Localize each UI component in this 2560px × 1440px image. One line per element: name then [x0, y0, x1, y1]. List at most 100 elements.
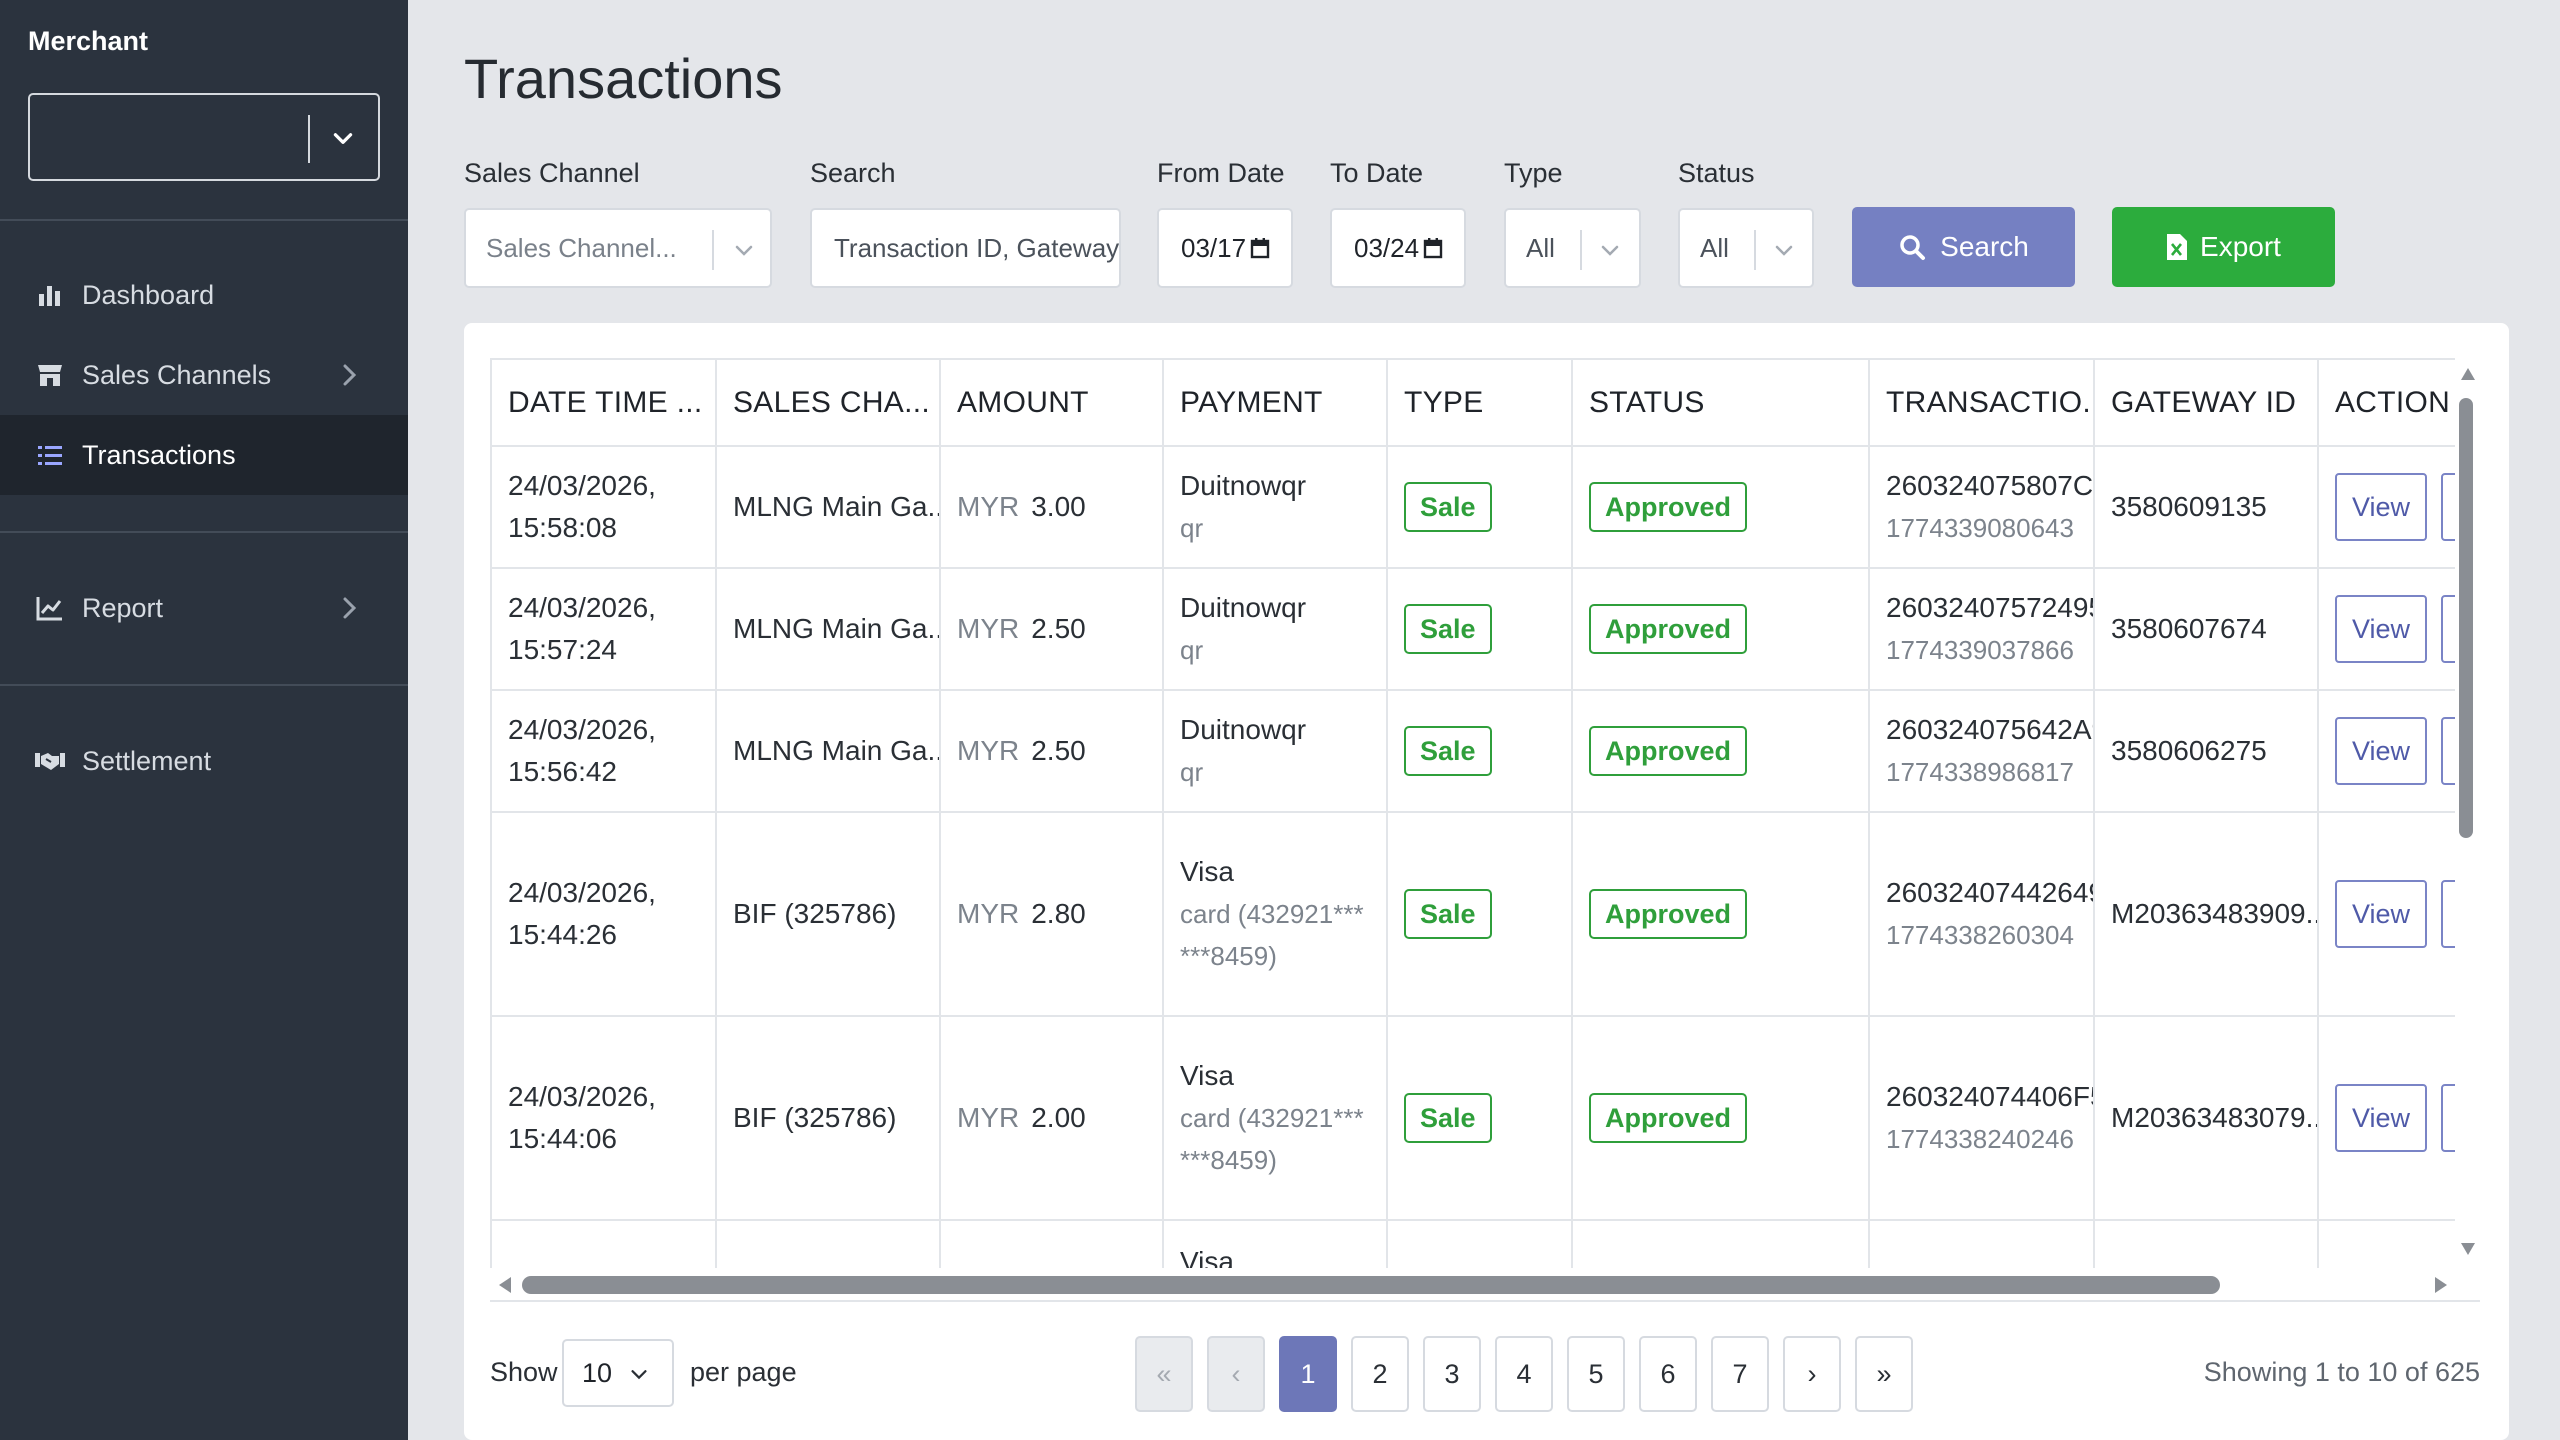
column-header-gateway-id[interactable]: GATEWAY ID [2094, 360, 2319, 447]
export-button-label: Export [2200, 231, 2281, 262]
per-page-label: per page [690, 1357, 797, 1387]
cell-transaction-id [1869, 1220, 2095, 1268]
sidebar-item-transactions[interactable]: Transactions [0, 415, 408, 495]
transactions-table: DATE TIME ... SALES CHA... AMOUNT PAYMEN… [492, 360, 2455, 1268]
cell-datetime: 24/03/2026, 15:57:24 [492, 568, 717, 691]
action-button[interactable] [2441, 473, 2455, 541]
status-badge: Approved [1589, 604, 1748, 654]
cell-datetime: 24/03/2026, 15:44:06 [492, 1016, 717, 1221]
cell-status [1572, 1220, 1870, 1268]
type-label: Type [1504, 158, 1563, 188]
column-header-action: ACTION [2318, 360, 2455, 447]
column-header-amount[interactable]: AMOUNT [940, 360, 1164, 447]
column-header-sales-channel[interactable]: SALES CHA... [716, 360, 941, 447]
page-button-2[interactable]: 2 [1351, 1336, 1409, 1412]
cell-datetime: 24/03/2026, 15:56:42 [492, 690, 717, 813]
next-page-button[interactable]: › [1783, 1336, 1841, 1412]
cell-type: Sale [1387, 812, 1573, 1017]
page-button-5[interactable]: 5 [1567, 1336, 1625, 1412]
sidebar-item-settlement[interactable]: Settlement [0, 721, 408, 801]
column-header-transaction-id[interactable]: TRANSACTIO... [1869, 360, 2095, 447]
payment-method: Visa [1180, 856, 1234, 887]
cell-amount: MYR 2.50 [940, 568, 1164, 691]
sidebar-item-dashboard[interactable]: Dashboard [0, 255, 408, 335]
status-select[interactable]: All [1678, 208, 1814, 288]
page-button-4[interactable]: 4 [1495, 1336, 1553, 1412]
cell-status: Approved [1572, 690, 1870, 813]
date-text: 24/03/2026, [508, 592, 656, 623]
search-input[interactable]: Transaction ID, Gateway [810, 208, 1121, 288]
vertical-scrollbar[interactable] [2457, 362, 2479, 1262]
calendar-icon[interactable] [1250, 237, 1270, 259]
column-header-status[interactable]: STATUS [1572, 360, 1870, 447]
cell-datetime: 24/03/2026, 15:58:08 [492, 446, 717, 569]
per-page-select[interactable]: 10 [562, 1339, 674, 1407]
calendar-icon[interactable] [1423, 237, 1443, 259]
transactions-table-scroll[interactable]: DATE TIME ... SALES CHA... AMOUNT PAYMEN… [490, 358, 2455, 1268]
to-date-input[interactable]: 03/24 [1330, 208, 1466, 288]
last-page-button[interactable]: » [1855, 1336, 1913, 1412]
horizontal-scroll-thumb[interactable] [522, 1276, 2220, 1294]
page-button-6[interactable]: 6 [1639, 1336, 1697, 1412]
type-select[interactable]: All [1504, 208, 1641, 288]
view-button[interactable]: View [2335, 595, 2427, 663]
page-button-7[interactable]: 7 [1711, 1336, 1769, 1412]
column-header-payment[interactable]: PAYMENT [1163, 360, 1388, 447]
pagination: « ‹ 1 2 3 4 5 6 7 › » [1135, 1336, 1913, 1412]
status-badge: Approved [1589, 726, 1748, 776]
payment-method: Duitnowqr [1180, 714, 1307, 745]
view-button[interactable]: View [2335, 880, 2427, 948]
cell-status: Approved [1572, 812, 1870, 1017]
transaction-id: 260324075642A9 [1886, 714, 2094, 745]
cell-amount [940, 1220, 1164, 1268]
column-header-type[interactable]: TYPE [1387, 360, 1573, 447]
from-date-label: From Date [1157, 158, 1285, 188]
cell-sales-channel: BIF (325786) [716, 812, 941, 1017]
search-button[interactable]: Search [1852, 207, 2075, 287]
first-page-button[interactable]: « [1135, 1336, 1193, 1412]
amount-value: 3.00 [1031, 491, 1086, 522]
cell-transaction-id: 260324075642A9 1774338986817 [1869, 690, 2095, 813]
status-label: Status [1678, 158, 1755, 188]
page-button-3[interactable]: 3 [1423, 1336, 1481, 1412]
from-date-input[interactable]: 03/17 [1157, 208, 1293, 288]
transaction-sub: 1774339037866 [1886, 635, 2074, 665]
action-button[interactable] [2441, 595, 2455, 663]
sidebar-item-report[interactable]: Report [0, 568, 408, 648]
action-button[interactable] [2441, 1084, 2455, 1152]
view-button[interactable]: View [2335, 1084, 2427, 1152]
cell-amount: MYR 2.00 [940, 1016, 1164, 1221]
payment-sub: qr [1180, 513, 1204, 543]
sales-channel-select[interactable]: Sales Channel... [464, 208, 772, 288]
transaction-id: 26032407442649 [1886, 877, 2094, 908]
sidebar: Merchant Dashboard Sales Channels Transa… [0, 0, 408, 1440]
prev-page-button[interactable]: ‹ [1207, 1336, 1265, 1412]
cell-transaction-id: 260324074406F5 1774338240246 [1869, 1016, 2095, 1221]
chevron-down-icon [735, 245, 753, 256]
export-button[interactable]: Export [2112, 207, 2335, 287]
action-button[interactable] [2441, 880, 2455, 948]
merchant-select[interactable] [28, 93, 380, 181]
payment-sub: card (432921******8459) [1180, 1103, 1364, 1175]
sidebar-divider [0, 219, 408, 221]
sidebar-item-label: Dashboard [82, 279, 215, 310]
cell-action: View [2318, 568, 2455, 691]
page-button-1[interactable]: 1 [1279, 1336, 1337, 1412]
type-badge: Sale [1404, 604, 1492, 654]
status-badge: Approved [1589, 889, 1748, 939]
column-header-datetime[interactable]: DATE TIME ... [492, 360, 717, 447]
vertical-scroll-thumb[interactable] [2459, 398, 2473, 838]
scroll-left-arrow-icon[interactable] [494, 1274, 516, 1296]
select-separator [1580, 230, 1582, 270]
view-button[interactable]: View [2335, 473, 2427, 541]
cell-transaction-id: 26032407442649 1774338260304 [1869, 812, 2095, 1017]
cell-amount: MYR 2.50 [940, 690, 1164, 813]
cell-status: Approved [1572, 1016, 1870, 1221]
cell-action: View [2318, 1016, 2455, 1221]
view-button[interactable]: View [2335, 717, 2427, 785]
sidebar-item-sales-channels[interactable]: Sales Channels [0, 335, 408, 415]
time-text: 15:44:26 [508, 919, 617, 950]
action-button[interactable] [2441, 717, 2455, 785]
search-placeholder: Transaction ID, Gateway [834, 232, 1119, 263]
scroll-right-arrow-icon[interactable] [2430, 1274, 2452, 1296]
